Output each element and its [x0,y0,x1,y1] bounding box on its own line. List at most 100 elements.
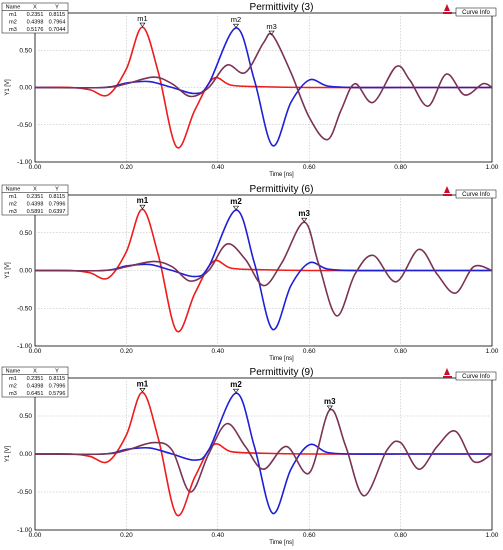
curve-info-button[interactable]: Curve Info [455,371,497,381]
series-line-1 [34,26,492,149]
curve-info-button[interactable]: Curve Info [455,189,497,199]
marker-label: m1 [137,379,149,388]
x-tick-label: 1.00 [486,164,499,171]
marker-table-header: Y [55,5,59,11]
y-tick-label: 0.00 [19,85,32,92]
series-line-1 [34,391,492,517]
series-line-1 [34,208,492,333]
series-line-3 [34,32,493,141]
logo-mark [444,4,450,11]
logo-bar [443,194,452,196]
marker-triangle [232,23,240,29]
marker-triangle [139,388,146,393]
chart-panel-1: 0.000.200.400.600.801.001.000.500.00-0.5… [1,2,499,178]
marker-triangle [301,217,308,223]
marker-table-cell: 0.2351 [27,194,44,200]
marker-table-cell: 0.6451 [27,391,44,397]
marker-label: m2 [230,380,242,389]
y-tick-label: 0.50 [19,413,32,420]
marker-label: m1 [137,14,147,23]
series-line-2 [34,392,492,515]
marker-table-cell: 0.4398 [27,384,44,390]
marker-table-cell: m2 [9,202,17,208]
y-axis-label: Y1 [V] [5,79,11,96]
marker-table-cell: 0.2351 [27,12,44,18]
marker-table-cell: m1 [9,194,17,200]
marker-label: m2 [231,15,241,24]
marker-table-cell: 0.7996 [49,202,66,208]
curve-info-label[interactable]: Curve Info [462,10,490,16]
series-line-3 [34,221,493,317]
y-axis-label: Y1 [V] [5,262,11,279]
y-tick-label: -1.00 [17,159,32,166]
y-tick-label: -1.00 [17,527,32,534]
x-tick-label: 1.00 [486,532,499,539]
y-tick-label: 0.00 [19,268,32,275]
marker-triangle [139,204,146,210]
x-tick-label: 0.20 [120,348,133,355]
x-tick-label: 0.00 [29,164,42,171]
x-axis-label: Time [ns] [269,356,294,362]
marker-triangle [139,22,146,28]
marker-table-header: X [33,5,37,11]
x-tick-label: 0.60 [303,164,316,171]
marker-table: Name X Ym1 0.2351 0.8115 m2 0.4398 0.7996 m3 0.64… [1,366,69,398]
marker-table-cell: 0.8115 [49,12,65,18]
marker-triangle [232,388,240,394]
marker-table-frame [1,366,69,398]
ansys-logo-icon [443,368,452,378]
marker-table-frame [1,184,69,216]
marker-table-cell: 0.6397 [49,209,66,215]
y-tick-label: 0.50 [19,47,32,54]
marker-table-header: X [33,187,37,193]
logo-mark [444,368,450,375]
x-tick-label: 0.60 [303,532,316,539]
marker-table-cell: 0.7964 [49,20,66,26]
marker-table-cell: 0.5176 [27,27,44,33]
marker-label: m3 [298,209,310,218]
x-tick-label: 0.80 [394,164,407,171]
logo-bar [443,12,452,14]
x-tick-label: 0.00 [29,532,42,539]
ansys-logo-icon [443,4,452,14]
marker-table-cell: m1 [9,12,17,18]
chart-panel-2: 0.000.200.400.600.801.001.000.500.00-0.5… [1,184,499,362]
series-line-3 [34,408,493,497]
marker-table-cell: 0.7996 [49,384,66,390]
marker-triangle [232,205,240,211]
ansys-logo-icon [443,186,452,196]
curve-info-box[interactable] [455,189,497,199]
marker-table-header: X [33,369,37,375]
curve-info-box[interactable] [455,371,497,381]
marker-table-header: Name [6,187,21,193]
marker-table-cell: 0.5891 [27,209,44,215]
y-axis-label: Y1 [V] [5,445,11,462]
y-tick-label: -0.50 [17,122,32,129]
marker-table-cell: m3 [9,27,17,33]
logo-bar [443,376,452,378]
marker-table-cell: m2 [9,20,17,26]
marker-label: m2 [230,197,242,206]
marker-table-header: Y [55,187,59,193]
marker-table-cell: m1 [9,376,17,382]
x-tick-label: 0.00 [29,348,42,355]
marker-label: m3 [324,397,336,406]
x-tick-label: 0.20 [120,532,133,539]
marker-table-header: Name [6,369,21,375]
curve-info-label[interactable]: Curve Info [462,192,490,198]
x-tick-label: 1.00 [486,348,499,355]
chart-panel-3: 0.000.200.400.600.801.001.000.500.00-0.5… [1,366,499,546]
curve-info-button[interactable]: Curve Info [455,7,497,17]
marker-table-header: Name [6,5,21,11]
x-tick-label: 0.60 [303,348,316,355]
curve-info-label[interactable]: Curve Info [462,374,490,380]
marker-table-cell: 0.4398 [27,202,44,208]
curve-info-box[interactable] [455,7,497,17]
marker-table-frame [1,2,69,34]
series-line-2 [34,27,492,147]
x-axis-label: Time [ns] [269,172,294,178]
marker-label: m1 [137,196,149,205]
marker-table-cell: 0.4398 [27,20,44,26]
chart-title: Permittivity (9) [250,367,314,378]
